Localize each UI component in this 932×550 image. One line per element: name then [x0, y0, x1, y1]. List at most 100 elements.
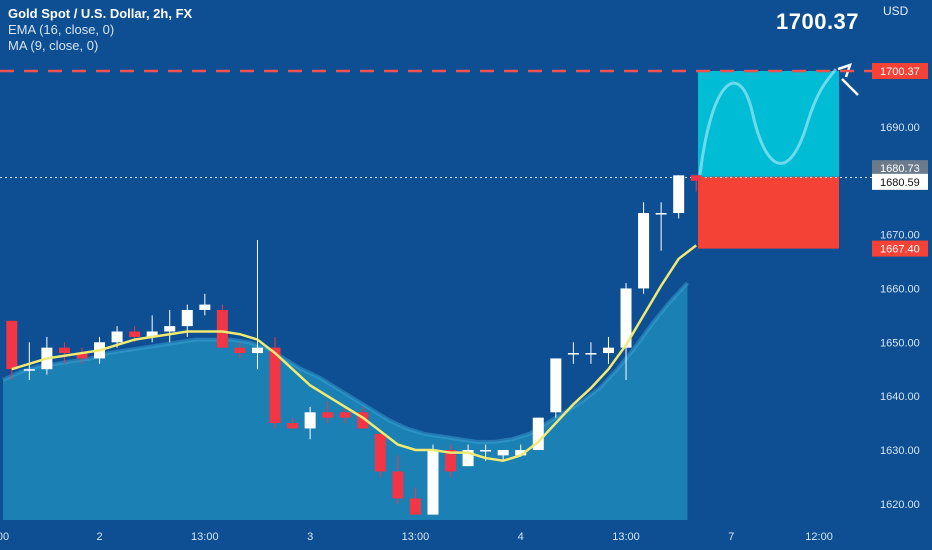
candle-body — [216, 309, 228, 348]
candle — [638, 202, 650, 294]
time-tick-label: 2 — [96, 531, 102, 543]
time-tick-label: 13:00 — [612, 531, 640, 543]
time-tick-label: 4 — [518, 531, 524, 543]
arrow-head-icon — [837, 63, 852, 78]
candle-body — [304, 412, 316, 429]
last-price-tag-text: 1680.59 — [880, 177, 920, 189]
candle-body — [550, 358, 562, 413]
ma-legend-label[interactable]: MA (9, close, 0) — [8, 38, 99, 53]
candle-body — [146, 331, 158, 337]
time-tick-label: 00 — [0, 531, 9, 543]
candle-body — [638, 213, 650, 289]
candle — [690, 175, 702, 192]
candle — [497, 449, 509, 461]
candle-body — [181, 309, 193, 327]
candle — [339, 406, 351, 424]
currency-label: USD — [883, 4, 909, 18]
candle — [445, 444, 457, 477]
last-price-tag-bg — [872, 173, 928, 190]
candle — [567, 342, 579, 364]
candle-body — [445, 449, 457, 472]
ema-legend-label[interactable]: EMA (16, close, 0) — [8, 22, 115, 37]
candle — [234, 342, 246, 359]
candle-body — [129, 331, 141, 337]
candle-body — [673, 175, 685, 214]
candle — [76, 347, 88, 364]
candle-body — [234, 347, 246, 354]
candle — [673, 175, 685, 219]
candle — [304, 406, 316, 440]
time-axis[interactable]: 00 2 13:00 3 13:00 4 13:00 7 12:00 — [0, 531, 833, 543]
candle — [585, 342, 597, 364]
ma-line-layer — [11, 244, 697, 463]
symbol-title[interactable]: Gold Spot / U.S. Dollar, 2h, FX — [8, 6, 193, 21]
candle — [550, 358, 562, 418]
ema-line — [2, 281, 689, 444]
candle-body — [322, 412, 334, 418]
candle-body — [480, 449, 492, 452]
price-tick-label: 1670.00 — [880, 230, 920, 242]
time-tick-label: 13:00 — [402, 531, 430, 543]
prev-close-tag-bg — [872, 160, 928, 177]
candle-body — [462, 449, 474, 467]
time-tick-label: 13:00 — [191, 531, 219, 543]
price-axis[interactable]: 1620.00 1630.00 1640.00 1650.00 1660.00 1670.… — [872, 63, 928, 511]
candle-body — [532, 417, 544, 450]
candle — [427, 444, 439, 515]
ema-area-layer — [2, 281, 689, 520]
stop-price-tag-bg — [872, 240, 928, 257]
candle — [409, 487, 421, 515]
candle — [164, 309, 176, 343]
price-tick-label: 1690.00 — [880, 122, 920, 134]
target-price-tag-text: 1700.37 — [880, 66, 920, 78]
stop-price-tag: 1667.40 — [872, 240, 928, 257]
candle-body — [374, 433, 386, 472]
candle-body — [497, 449, 509, 456]
candle — [462, 444, 474, 467]
candle — [251, 239, 263, 370]
price-tick-label: 1640.00 — [880, 391, 920, 403]
candle-body — [58, 347, 70, 354]
candle-body — [602, 347, 614, 354]
candle-body — [585, 353, 597, 355]
candle-body — [515, 449, 527, 456]
price-tick-label: 1630.00 — [880, 445, 920, 457]
candle-body — [409, 498, 421, 515]
candle — [322, 401, 334, 424]
candle-body — [23, 369, 35, 371]
candle-body — [427, 449, 439, 515]
arrow-tail — [841, 78, 859, 96]
candle-body — [690, 175, 702, 181]
candle-body — [199, 304, 211, 310]
stop-price-tag-text: 1667.40 — [880, 244, 920, 256]
reference-lines-layer — [0, 69, 872, 179]
candle — [515, 444, 527, 456]
candle-body — [655, 213, 667, 215]
candle-body — [620, 288, 632, 348]
projection-path — [698, 68, 838, 175]
candle — [216, 304, 228, 348]
ma-line — [11, 244, 697, 463]
stop-zone — [698, 176, 839, 249]
target-zone — [698, 71, 839, 177]
candle — [199, 293, 211, 316]
position-zone-layer — [698, 63, 859, 249]
candle — [6, 320, 18, 380]
candle-body — [269, 347, 281, 424]
prev-close-tag: 1680.73 — [872, 160, 928, 177]
candle-body — [567, 353, 579, 355]
time-tick-label: 7 — [728, 531, 734, 543]
candle — [655, 202, 667, 251]
time-tick-label: 3 — [307, 531, 313, 543]
ema-area — [3, 283, 688, 520]
target-price-tag: 1700.37 — [872, 63, 928, 80]
target-price-annotation: 1700.37 — [776, 9, 860, 34]
prev-close-tag-text: 1680.73 — [880, 163, 920, 175]
price-tick-label: 1620.00 — [880, 499, 920, 511]
price-tick-label: 1650.00 — [880, 337, 920, 349]
candle-body — [339, 412, 351, 418]
candle-body — [357, 412, 369, 429]
candle-body — [111, 331, 123, 343]
